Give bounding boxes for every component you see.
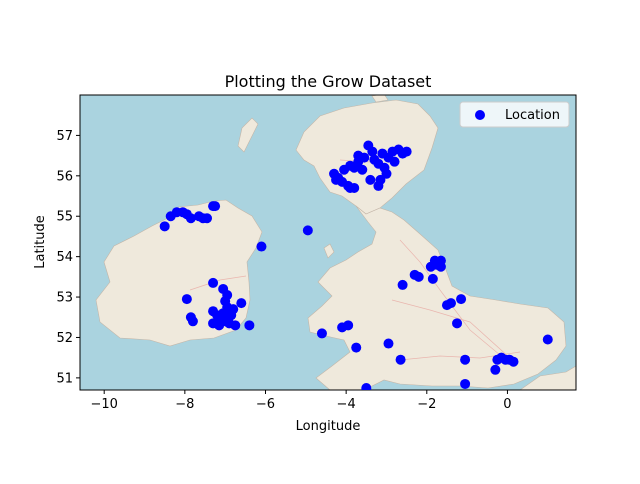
legend: Location [459,101,570,128]
scatter-point [389,156,400,167]
y-tick-label: 57 [56,129,73,144]
legend-box [459,101,570,128]
scatter-point [542,334,553,345]
y-axis: 51 52 53 54 55 56 57 [56,129,80,386]
scatter-point [508,356,519,367]
chart-title: Plotting the Grow Dataset [225,72,432,91]
scatter-point [159,221,170,232]
y-tick-label: 55 [56,210,73,225]
scatter-point [490,364,501,375]
scatter-point [460,378,471,389]
scatter-point [343,320,354,331]
scatter-point [427,273,438,284]
scatter-point [395,354,406,365]
scatter-point [226,310,237,321]
scatter-point [218,308,229,319]
scatter-point [244,320,255,331]
scatter-point [349,162,360,173]
legend-label: Location [505,108,560,123]
scatter-point [445,298,456,309]
scatter-point [256,241,267,252]
y-tick-label: 51 [56,371,73,386]
scatter-points [159,140,553,390]
scatter-point [236,298,247,309]
scatter-point [452,318,463,329]
scatter-point [345,182,356,193]
scatter-point [375,174,386,185]
scatter-point [208,201,219,212]
x-tick-label: −4 [337,397,356,412]
scatter-point [333,172,344,183]
x-tick-label: −10 [90,397,117,412]
scatter-point [401,146,412,157]
scatter-point [383,338,394,349]
x-tick-label: −2 [417,397,436,412]
scatter-point [460,354,471,365]
x-axis-label: Longitude [296,419,361,434]
y-tick-label: 54 [56,250,73,265]
scatter-point [316,328,327,339]
scatter-point [456,294,467,305]
scatter-point [413,271,424,282]
scatter-point [397,279,408,290]
scatter-point [435,255,446,266]
scatter-point [202,213,213,224]
scatter-point [214,320,225,331]
scatter-point [351,342,362,353]
scatter-point [359,152,370,163]
map-background [80,95,576,390]
legend-marker [475,110,485,120]
scatter-point [181,294,192,305]
scatter-point [357,164,368,175]
y-tick-label: 53 [56,291,73,306]
scatter-point [302,225,313,236]
y-axis-label: Latitude [33,215,48,269]
scatter-point [381,168,392,179]
scatter-point [185,213,196,224]
y-tick-label: 56 [56,169,73,184]
x-tick-label: −8 [175,397,194,412]
scatter-point [367,146,378,157]
plot-area-frame [79,94,577,391]
y-tick-label: 52 [56,331,73,346]
x-axis: −10 −8 −6 −4 −2 0 [90,390,512,412]
scatter-point [365,174,376,185]
scatter-point [361,382,372,390]
scatter-point [230,320,241,331]
scatter-point [208,277,219,288]
x-tick-label: −6 [256,397,275,412]
scatter-point [187,316,198,327]
x-tick-label: 0 [503,397,511,412]
